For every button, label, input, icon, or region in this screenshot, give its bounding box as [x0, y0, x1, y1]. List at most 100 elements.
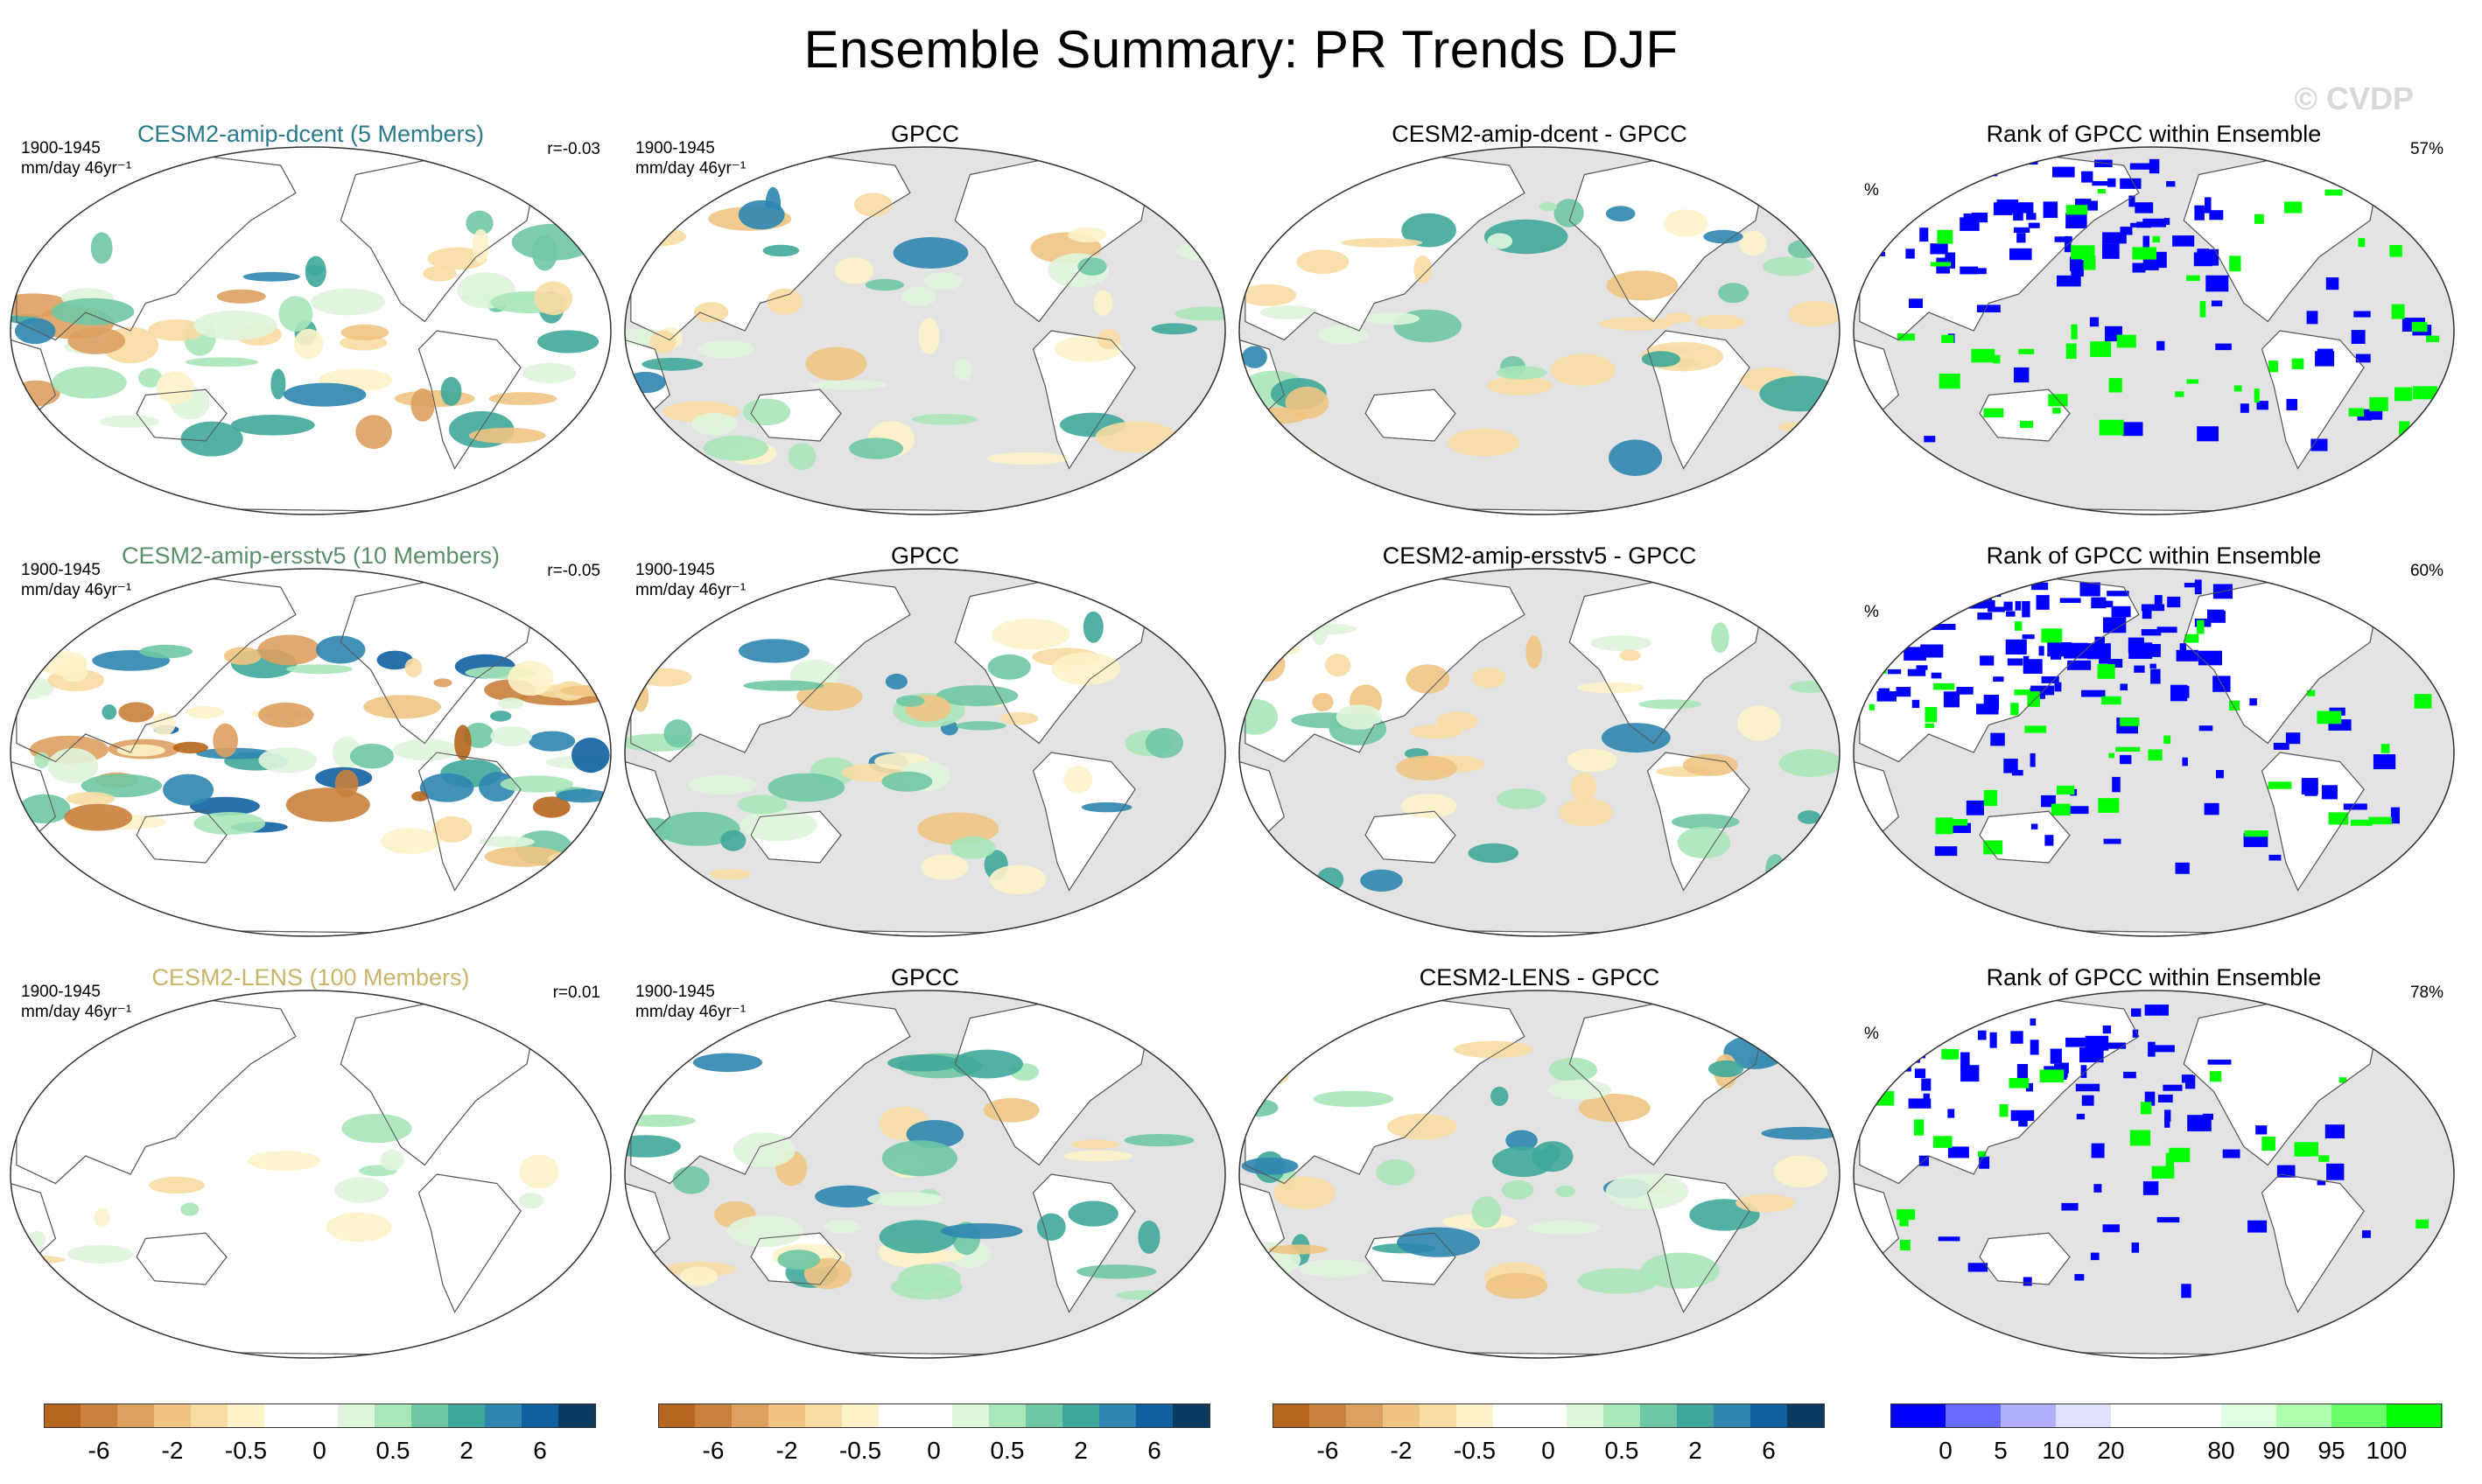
rank-pixel: [1938, 606, 1953, 613]
trend-shading: [738, 639, 810, 663]
coastline: [1364, 810, 1456, 864]
rank-pixel: [1960, 266, 1979, 275]
rank-pixel: [1943, 691, 1960, 708]
diff-panel-title: CESM2-LENS - GPCC: [1419, 964, 1660, 990]
colorbar-swatch: [952, 1404, 990, 1428]
coastline: [11, 760, 56, 845]
rank-pixel: [1947, 1146, 1969, 1158]
trend-shading: [51, 298, 135, 326]
trend-shading: [1778, 749, 1840, 777]
trend-shading: [1083, 611, 1104, 643]
trend-shading: [1791, 426, 1840, 451]
rank-pixel: [2394, 1055, 2402, 1064]
rank-pixel: [2400, 1055, 2417, 1060]
rank-pixel: [1915, 649, 1921, 660]
rank-pixel: [2023, 1277, 2032, 1286]
rank-pixel: [2317, 348, 2333, 357]
trend-shading: [410, 388, 435, 422]
rank-pixel: [2135, 202, 2154, 214]
trend-shading: [703, 435, 768, 461]
coastline: [1032, 752, 1136, 892]
rank-pixel: [2041, 676, 2059, 683]
trend-shading: [1376, 1158, 1415, 1186]
trend-shading: [738, 200, 785, 230]
rank-pixel: [2094, 636, 2105, 647]
trend-shading: [1406, 664, 1450, 694]
rank-pixel: [1946, 819, 1968, 826]
trend-shading: [737, 794, 788, 815]
trend-shading: [879, 1220, 957, 1254]
colorbar-swatch: [338, 1404, 375, 1428]
colorbar-tick-label: -2: [775, 1437, 798, 1464]
rank-map-panel: Rank of GPCC within Ensemble% 78%: [1852, 964, 2456, 1376]
rank-pixel: [2198, 725, 2213, 732]
rank-pixel: [2044, 835, 2054, 846]
trend-shading: [334, 769, 359, 798]
trend-shading: [1397, 1227, 1481, 1257]
rank-pixel: [1900, 160, 1919, 173]
rank-pixel: [2030, 823, 2038, 830]
trend-shading: [1707, 1060, 1744, 1078]
rank-pixel: [1896, 687, 1911, 697]
trend-shading: [1485, 1272, 1548, 1299]
rank-pixel: [2149, 158, 2160, 174]
trend-shading: [1316, 867, 1344, 892]
trend-shading: [67, 1244, 134, 1264]
period-units-label: 1900-1945 mm/day 46yr⁻¹: [635, 561, 747, 599]
rank-pixel: [2041, 628, 2063, 643]
cvdp-watermark: © CVDP: [2294, 80, 2414, 116]
rank-pixel: [2030, 1040, 2039, 1055]
trend-shading: [189, 796, 260, 816]
trend-shading: [151, 712, 176, 736]
rank-pixel: [2389, 245, 2402, 257]
rank-pixel: [1878, 688, 1890, 698]
continent-outline: [2357, 993, 2419, 1043]
rank-pixel: [2317, 710, 2342, 724]
rank-pixel: [2107, 1042, 2127, 1049]
trend-shading: [867, 1192, 943, 1207]
rank-pixel: [2080, 1065, 2087, 1078]
rank-pixel: [2051, 803, 2071, 816]
trend-shading: [887, 1054, 961, 1072]
colorbar-swatch: [732, 1404, 769, 1428]
rank-pixel: [2132, 1029, 2139, 1038]
trend-shading: [213, 723, 238, 758]
rank-pixel: [2103, 617, 2127, 634]
coastline: [417, 330, 522, 470]
rank-pixel: [2362, 1230, 2371, 1238]
trend-shading: [1472, 667, 1506, 689]
rank-pixel: [2142, 235, 2149, 253]
colorbar-swatch: [695, 1404, 733, 1428]
trend-shading: [1539, 202, 1557, 212]
rank-pixel: [2116, 334, 2136, 348]
rank-pixel: [1976, 704, 1999, 715]
colorbar-tick-label: 6: [533, 1437, 547, 1464]
trend-shading: [18, 794, 71, 823]
trend-shading: [1665, 312, 1693, 324]
rank-pixel: [1978, 1151, 1987, 1158]
rank-pixel: [2065, 343, 2077, 359]
colorbar-tick-label: 5: [1994, 1437, 2008, 1464]
colorbar-tick-label: 90: [2262, 1437, 2290, 1464]
rank-pixel: [1909, 298, 1923, 308]
coastline: [630, 577, 911, 763]
rank-pixel: [2120, 178, 2142, 189]
trend-shading: [172, 741, 208, 754]
rank-pixel: [2216, 770, 2224, 779]
map-border: [1853, 990, 2455, 1359]
coastline: [1128, 571, 1190, 621]
coastline: [417, 752, 522, 892]
rank-pixel: [2249, 698, 2257, 706]
period-units-label: 1900-1945 mm/day 46yr⁻¹: [635, 983, 747, 1021]
trend-shading: [193, 310, 277, 340]
trend-shading: [777, 1250, 820, 1270]
trend-shading: [149, 1176, 205, 1194]
trend-shading: [102, 704, 117, 720]
rank-pixel: [2120, 227, 2133, 235]
trend-shading: [1068, 1200, 1118, 1227]
trend-shading: [1448, 428, 1520, 457]
trend-shading: [242, 271, 300, 282]
colorbar-swatch: [989, 1404, 1027, 1428]
rank-pixel: [2067, 660, 2092, 670]
trend-shading: [1605, 206, 1636, 222]
